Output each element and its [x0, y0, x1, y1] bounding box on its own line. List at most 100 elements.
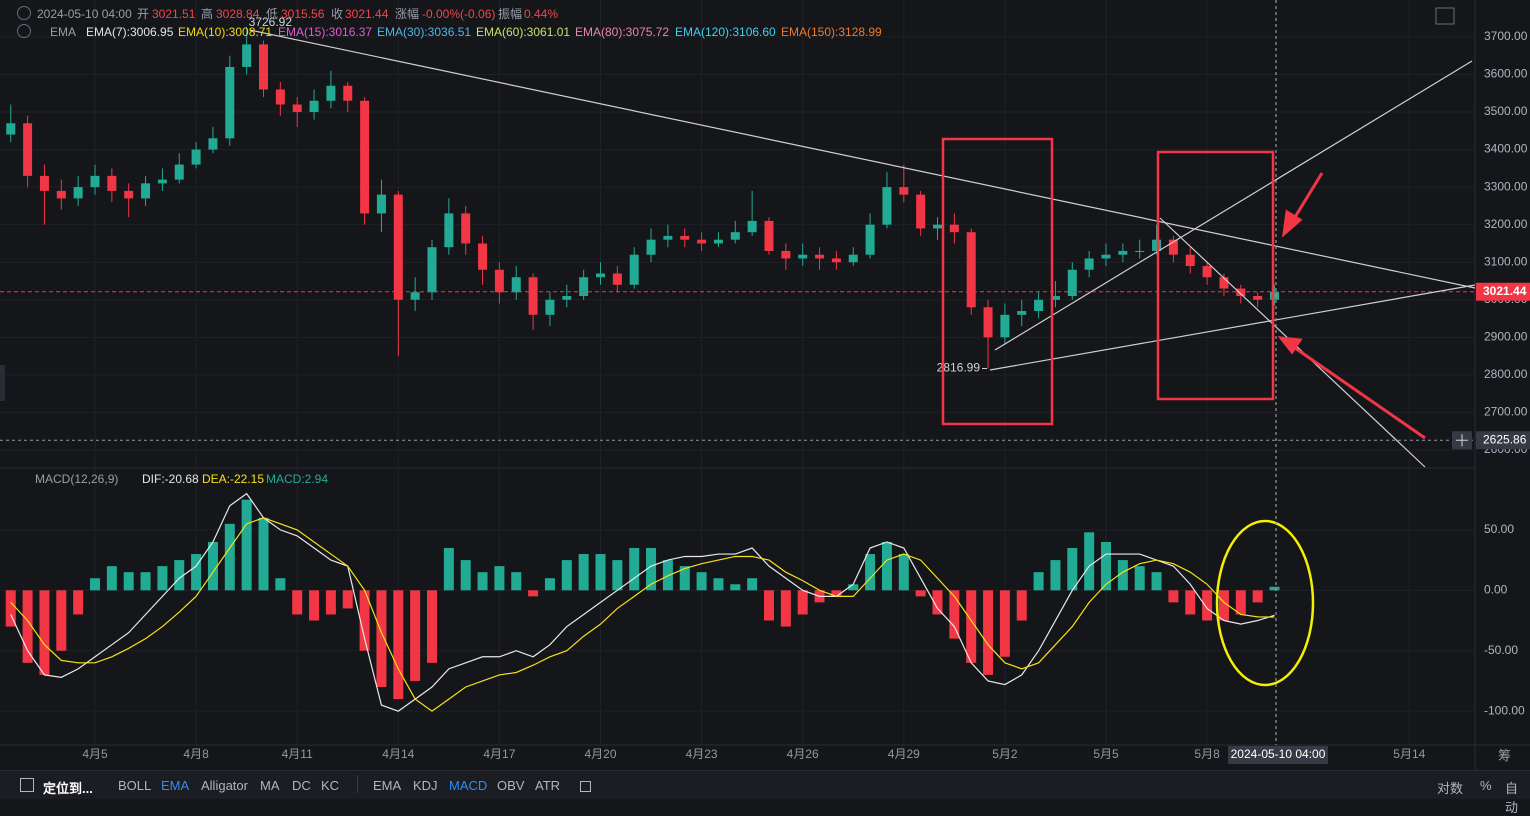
y-tick-label: 3100.00 — [1484, 254, 1528, 268]
macd-bar — [578, 554, 589, 591]
macd-bar — [494, 566, 505, 591]
ohlc-label: 开 — [137, 7, 150, 21]
macd-bar — [1084, 532, 1095, 591]
x-tick-label: 5月8 — [1194, 747, 1220, 761]
highlight-box — [941, 137, 1054, 426]
tool-item[interactable]: MACD — [449, 778, 488, 793]
ema-title[interactable]: EMA — [50, 25, 77, 39]
tool-item[interactable]: OBV — [497, 778, 525, 793]
y-tick-label: 3500.00 — [1484, 104, 1528, 118]
tool-item[interactable]: EMA — [373, 778, 402, 793]
macd-bar — [1067, 548, 1078, 591]
low-label: 2816.99 — [937, 361, 981, 375]
candle-body — [713, 239, 723, 244]
tool-item[interactable]: 定位到... — [43, 781, 93, 796]
ohlc-value: 3015.56 — [281, 7, 325, 21]
macd-bar — [460, 560, 471, 591]
candle-body — [899, 187, 909, 195]
candle-body — [141, 183, 151, 199]
candle-body — [1185, 254, 1195, 266]
edit-icon[interactable] — [580, 781, 591, 792]
ohlc-value: -0.00%(-0.06) — [422, 7, 496, 21]
side-tab[interactable] — [0, 365, 5, 401]
tool-item[interactable]: BOLL — [118, 778, 152, 793]
macd-bar — [376, 590, 387, 687]
macd-bar — [359, 590, 370, 651]
tool-item[interactable]: EMA — [161, 778, 190, 793]
macd-bar — [629, 548, 640, 591]
ohlc-value: 0.44% — [524, 7, 559, 21]
candle-body — [629, 254, 639, 285]
x-tick-label: 5月2 — [992, 747, 1018, 761]
tool-item[interactable]: DC — [292, 778, 311, 793]
x-tick-label: 5月14 — [1393, 747, 1425, 761]
macd-bar — [528, 590, 539, 597]
dif-line — [10, 492, 1275, 712]
y-tick-label: 3400.00 — [1484, 142, 1528, 156]
trend-line — [994, 60, 1473, 351]
candle-body — [275, 89, 285, 105]
candle-body — [528, 277, 538, 315]
candle-body — [949, 224, 959, 233]
tool-item[interactable]: KC — [321, 778, 340, 793]
ema-value: EMA(80):3075.72 — [575, 25, 670, 39]
macd-bar — [393, 590, 404, 700]
y-tick-label: 3300.00 — [1484, 179, 1528, 193]
collapse-icon[interactable] — [17, 24, 31, 38]
y-tick-label: 2700.00 — [1484, 405, 1528, 419]
macd-bar — [999, 590, 1010, 657]
candle-body — [410, 292, 420, 300]
candle-body — [966, 232, 976, 308]
ohlc-label: 收 — [331, 7, 344, 21]
macd-bar — [325, 590, 336, 615]
candle-body — [1118, 250, 1128, 255]
candle-body — [1253, 296, 1263, 300]
expand-icon[interactable] — [1435, 7, 1455, 25]
candle-body — [326, 85, 336, 101]
y-tick-label: -50.00 — [1484, 643, 1518, 657]
ohlc-value: 3028.84 — [216, 7, 260, 21]
candle-body — [56, 190, 66, 199]
macd-bar — [713, 578, 724, 591]
tool-item[interactable]: 自动 — [1505, 781, 1519, 815]
candle-body — [174, 164, 184, 180]
macd-bar — [275, 578, 286, 591]
macd-bar — [511, 572, 522, 591]
axis-corner[interactable]: 筹 — [1498, 748, 1512, 763]
tool-item[interactable]: MA — [260, 778, 280, 793]
ema-value: EMA(120):3106.60 — [675, 25, 776, 39]
candle-body — [360, 100, 370, 214]
macd-bar — [90, 578, 100, 591]
candle-body — [73, 187, 83, 199]
macd-bar — [797, 590, 808, 615]
candle-body — [1000, 314, 1010, 338]
macd-bar — [224, 523, 235, 591]
tool-item[interactable]: ATR — [535, 778, 561, 793]
tool-item[interactable]: KDJ — [413, 778, 438, 793]
macd-bar — [1134, 566, 1145, 591]
macd-bar — [477, 572, 488, 591]
macd-bar — [966, 590, 977, 663]
macd-bar — [898, 554, 909, 591]
candle-body — [225, 66, 235, 139]
macd-bar — [595, 554, 606, 591]
macd-bar — [342, 590, 353, 609]
tool-item[interactable]: 对数 — [1437, 781, 1464, 796]
macd-title[interactable]: MACD(12,26,9) — [35, 472, 119, 486]
x-tick-label: 5月5 — [1093, 747, 1119, 761]
checkbox[interactable] — [20, 778, 34, 792]
tool-item[interactable]: Alligator — [201, 778, 248, 793]
tool-item[interactable]: % — [1480, 778, 1492, 793]
candle-body — [23, 123, 33, 176]
y-tick-label: 3200.00 — [1484, 217, 1528, 231]
candle-body — [39, 175, 49, 191]
macd-bar — [612, 560, 623, 591]
macd-bar — [106, 566, 117, 591]
candle-body — [1236, 288, 1246, 297]
candle-body — [1034, 299, 1044, 312]
ohlc-value: 3021.44 — [345, 7, 389, 21]
y-tick-label: 3600.00 — [1484, 67, 1528, 81]
collapse-icon[interactable] — [17, 6, 31, 20]
macd-bar — [123, 572, 134, 591]
macd-bar — [544, 578, 555, 591]
